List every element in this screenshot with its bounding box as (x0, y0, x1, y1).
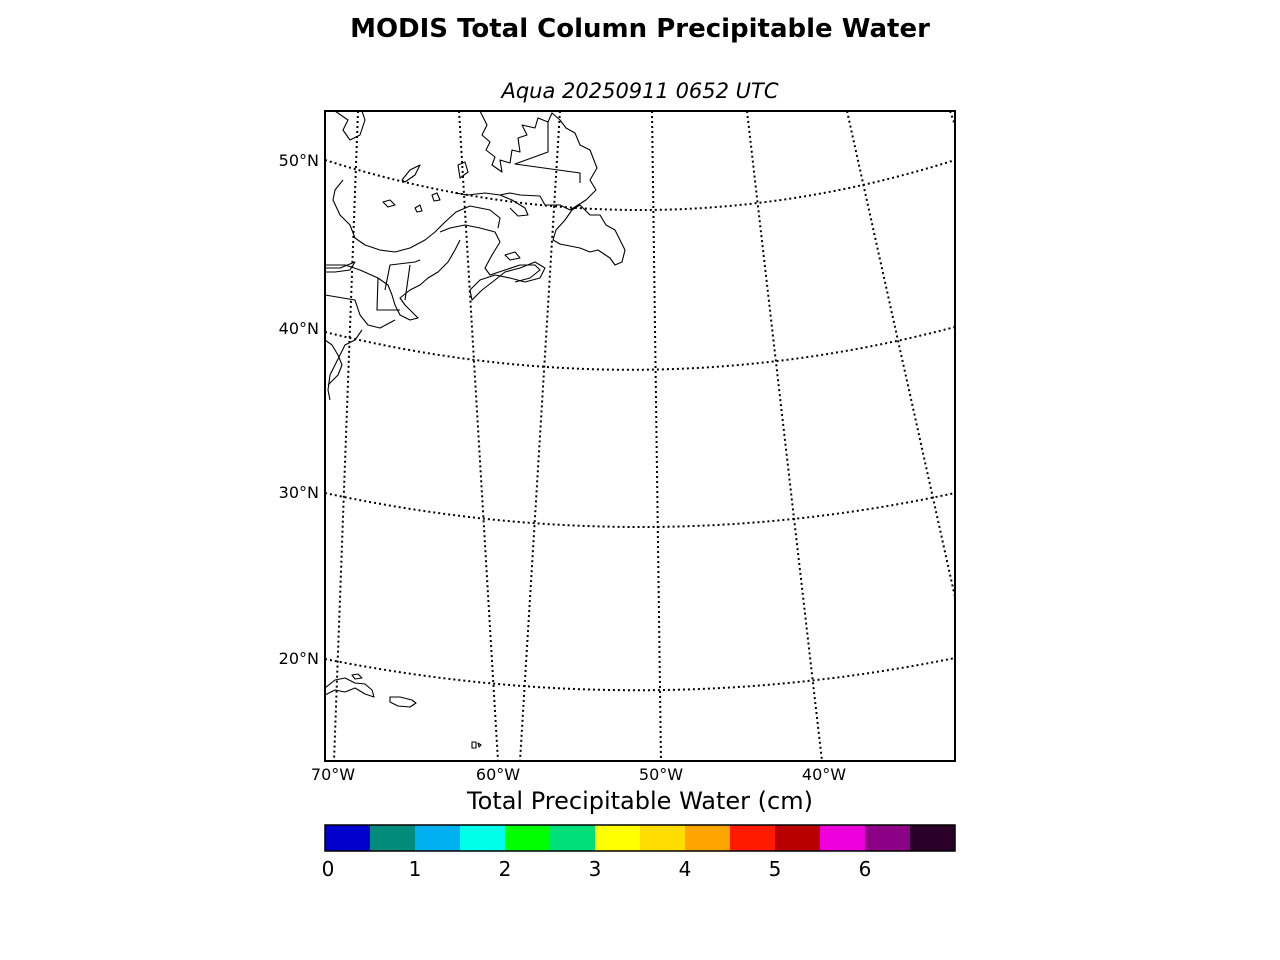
lon-label-40w: 40°W (802, 765, 846, 784)
figure-title: MODIS Total Column Precipitable Water (350, 14, 930, 44)
pei (504, 251, 521, 261)
coastlines (325, 111, 626, 749)
ontario-shore (332, 179, 501, 253)
meridian-50w (651, 111, 662, 761)
colorbar-segment (820, 825, 866, 851)
lake-4 (457, 161, 469, 179)
colorbar-tick-label: 6 (859, 857, 872, 881)
hispaniola (325, 677, 375, 698)
colorbar-tick-label: 0 (322, 857, 335, 881)
lake-ontario (325, 261, 356, 273)
labrador-coast (454, 111, 598, 211)
colorbar-ticks: 0 1 2 3 4 5 6 (322, 857, 872, 881)
puerto-rico (389, 696, 417, 708)
new-brunswick (439, 224, 541, 283)
colorbar-segment (370, 825, 416, 851)
meridian-60w (458, 111, 499, 761)
colorbar (324, 824, 956, 852)
figure-subtitle: Aqua 20250911 0652 UTC (501, 79, 779, 103)
colorbar-tick-label: 1 (409, 857, 422, 881)
lake-3 (382, 199, 396, 208)
colorbar-segment (640, 825, 686, 851)
chesapeake (325, 339, 343, 386)
colorbar-tick-label: 5 (769, 857, 782, 881)
longitude-gridlines (333, 111, 955, 761)
us-northeast-coast (325, 239, 461, 321)
lon-label-70w: 70°W (311, 765, 355, 784)
colorbar-segment (685, 825, 731, 851)
us-mid-atlantic (325, 294, 396, 401)
parallel-40n (325, 326, 955, 371)
colorbar-tick-label: 4 (679, 857, 692, 881)
parallel-20n (325, 657, 955, 692)
lat-label-50n: 50°N (279, 151, 319, 170)
colorbar-segment (730, 825, 776, 851)
colorbar-segment (460, 825, 506, 851)
colorbar-segment (775, 825, 821, 851)
small-island-1 (351, 673, 363, 680)
latitude-gridlines (325, 159, 955, 692)
lat-label-30n: 30°N (279, 483, 319, 502)
nova-scotia (469, 261, 546, 301)
newfoundland (552, 204, 626, 266)
colorbar-segment (595, 825, 641, 851)
colorbar-tick-label: 3 (589, 857, 602, 881)
colorbar-segment (325, 825, 371, 851)
meridian-55w (519, 111, 561, 761)
lat-label-40n: 40°N (279, 319, 319, 338)
colorbar-segment (505, 825, 551, 851)
colorbar-label: Total Precipitable Water (cm) (467, 787, 813, 815)
colorbar-tick-label: 2 (499, 857, 512, 881)
lake-1 (401, 164, 421, 183)
quebec-west (334, 111, 366, 141)
lat-label-20n: 20°N (279, 649, 319, 668)
colorbar-segment (415, 825, 461, 851)
meridian-70w (333, 111, 359, 761)
colorbar-segment (865, 825, 911, 851)
meridian-40w (746, 111, 823, 761)
labrador-border (514, 122, 581, 183)
parallel-30n (325, 492, 955, 528)
colorbar-segment (910, 825, 956, 851)
map-frame (324, 110, 956, 762)
lon-label-60w: 60°W (476, 765, 520, 784)
lake-2 (414, 204, 423, 213)
gulf-st-lawrence (499, 194, 529, 217)
map-content (325, 111, 955, 761)
new-england-borders (376, 259, 421, 311)
lake-5 (431, 192, 441, 202)
small-island-2 (471, 741, 482, 749)
lon-label-50w: 50°W (639, 765, 683, 784)
parallel-50n (325, 159, 955, 211)
colorbar-frame (324, 824, 956, 852)
colorbar-segment (550, 825, 596, 851)
